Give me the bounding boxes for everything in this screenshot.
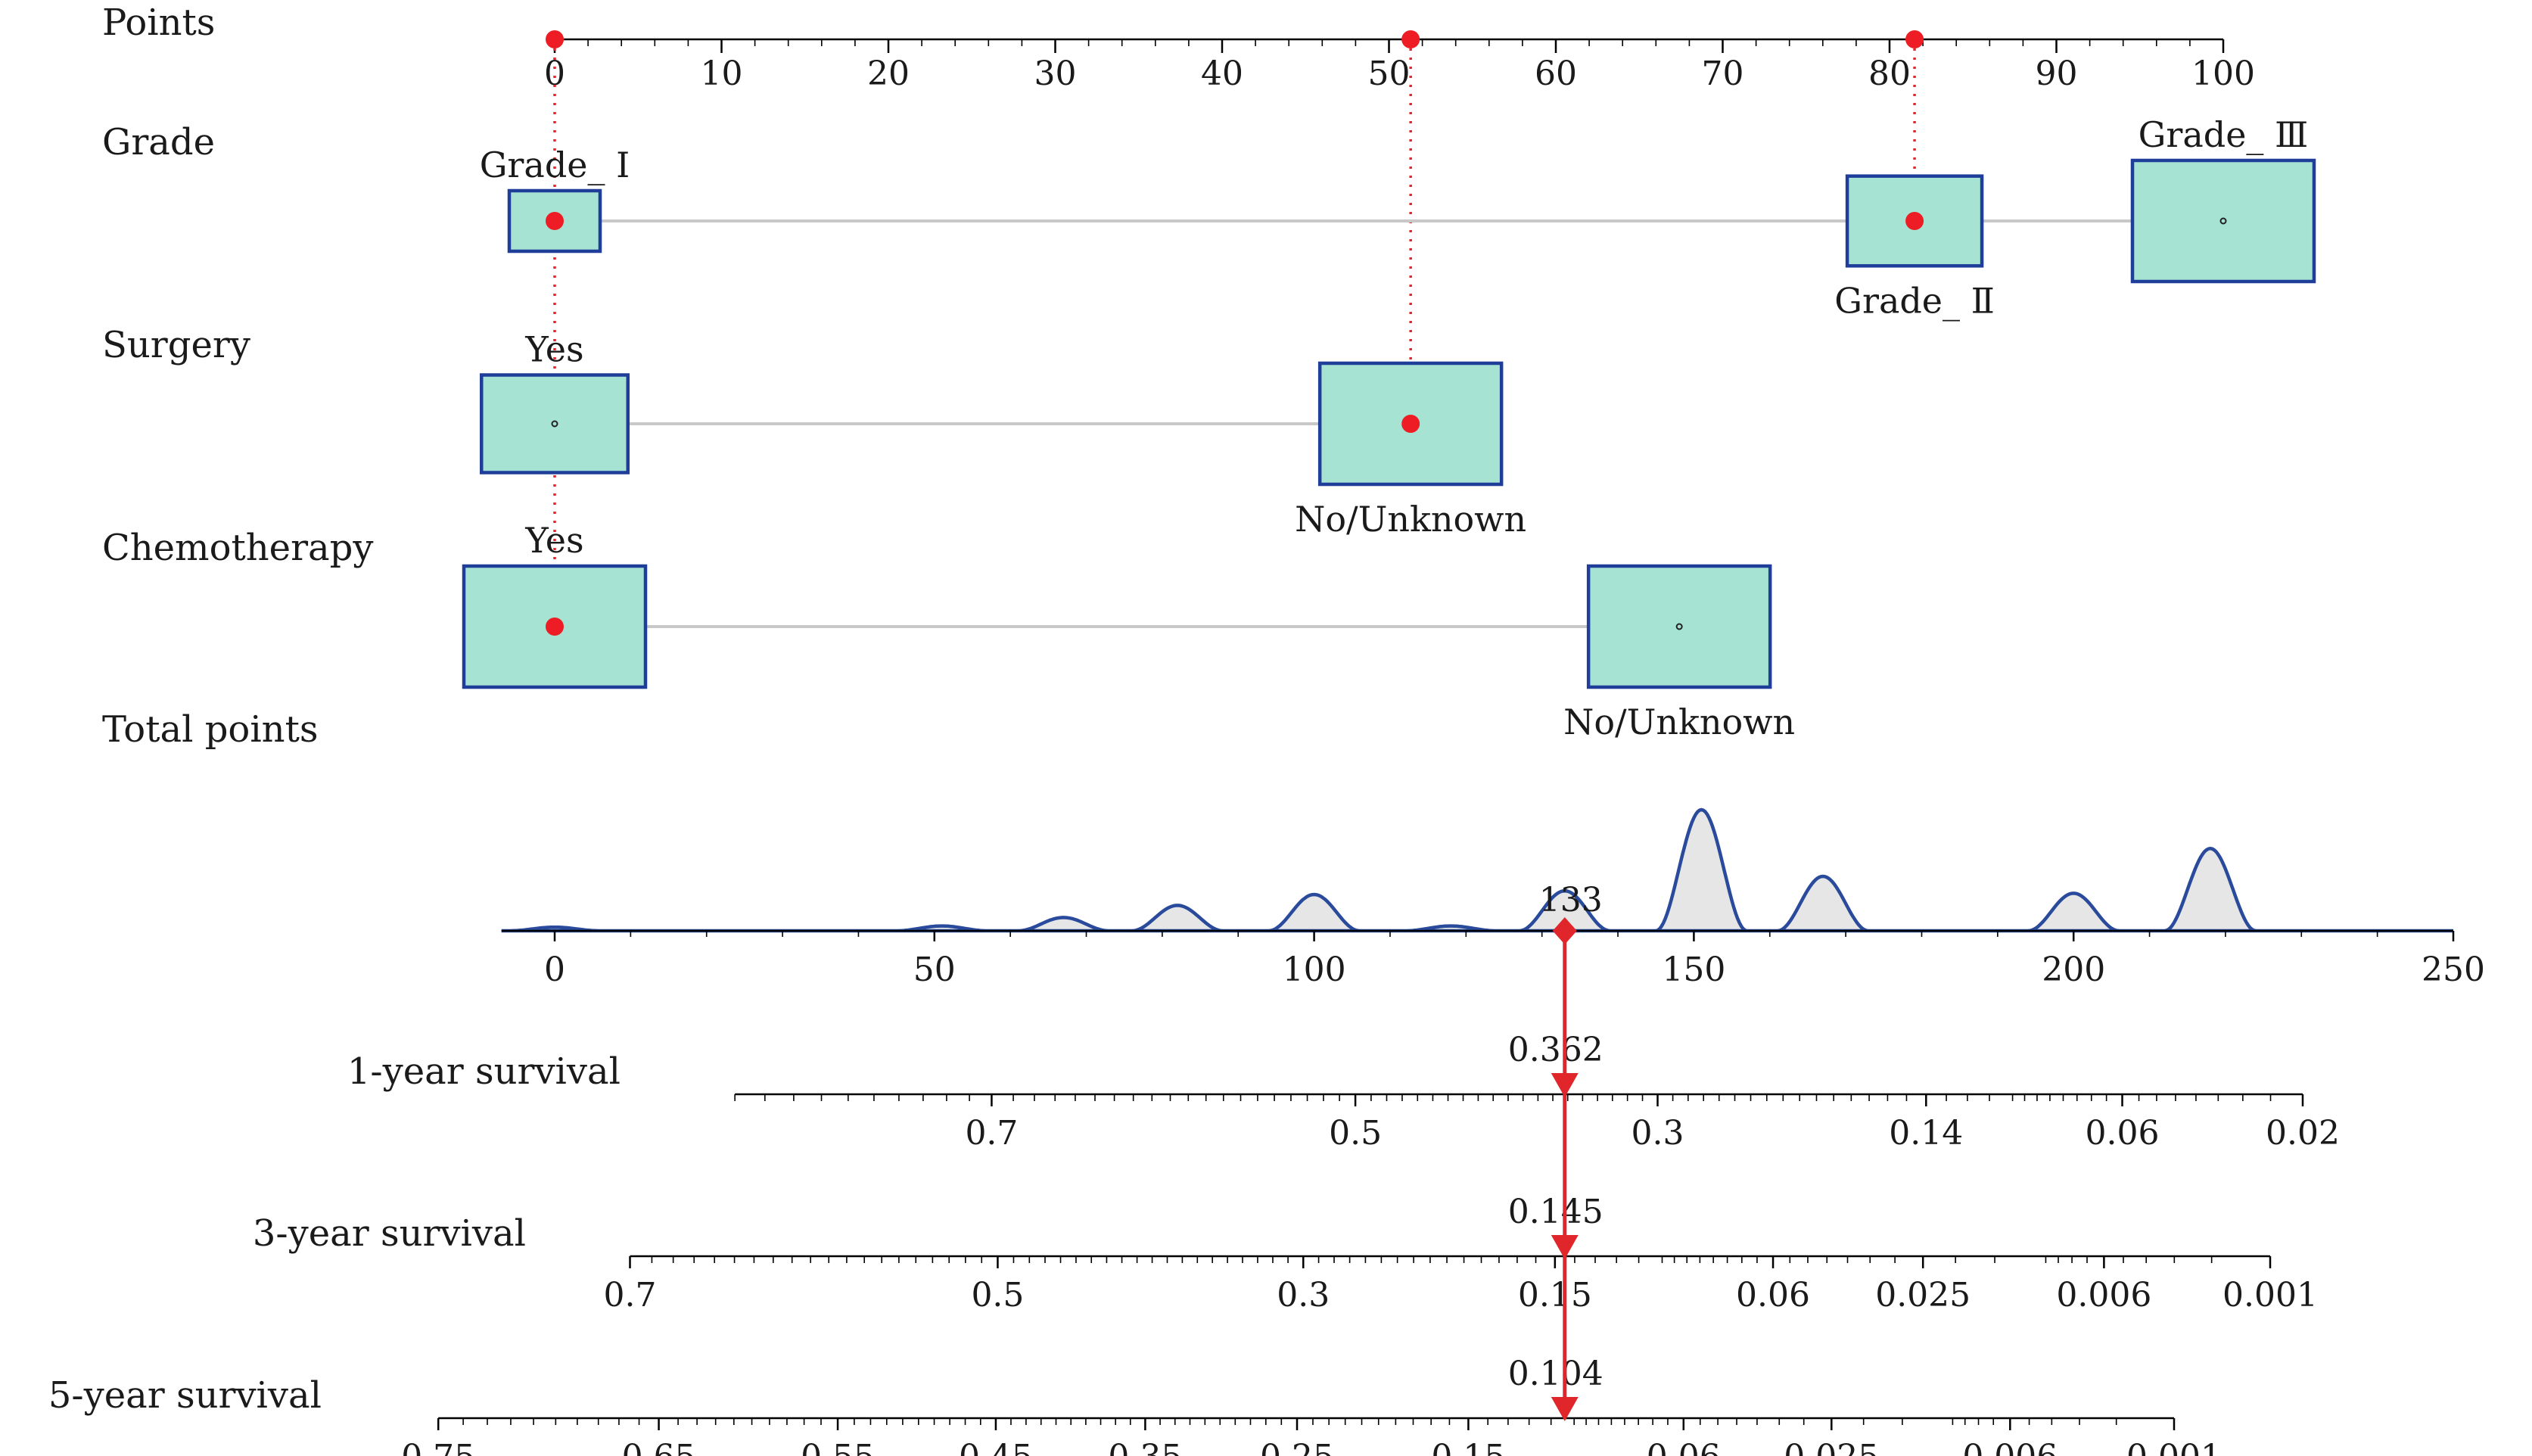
- points-selection-dot: [546, 30, 564, 48]
- points-tick-label: 0: [544, 54, 565, 93]
- survival-value-label: 0.362: [1508, 1031, 1603, 1069]
- points-tick-label: 40: [1201, 54, 1243, 93]
- points-tick-label: 50: [1368, 54, 1411, 93]
- survival-axes: 1-year survival 0.7 0.5 0.3 0.14 0.06 0.02 0.36…: [48, 1031, 2340, 1456]
- variable-label: Chemotherapy: [102, 527, 373, 569]
- survival-tick-label: 0.025: [1875, 1276, 1971, 1314]
- points-axis: Points 0 10 20 30 40 50 60 70 80 90 100: [102, 2, 2255, 93]
- points-selection-dot: [1905, 30, 1924, 48]
- level-label: Grade_ Ⅱ: [1834, 280, 1995, 321]
- selection-dot: [546, 212, 564, 230]
- survival-value-label: 0.145: [1508, 1193, 1603, 1231]
- selection-dot: [546, 618, 564, 636]
- total-tick-label: 250: [2422, 950, 2485, 989]
- center-dot: [2219, 217, 2227, 225]
- points-tick-label: 70: [1702, 54, 1744, 93]
- survival-tick-label: 0.006: [2056, 1276, 2151, 1314]
- points-tick-label: 10: [701, 54, 743, 93]
- survival-tick-label: 0.75: [401, 1438, 475, 1456]
- survival-tick-label: 0.3: [1277, 1276, 1330, 1314]
- variable-rows: Grade Grade_ Ⅰ Grade_ Ⅱ Grade_ Ⅲ Surgery Yes N…: [102, 114, 2316, 742]
- level-box: [1317, 361, 1504, 487]
- selection-dot: [1401, 415, 1420, 433]
- selection-dot: [1905, 212, 1924, 230]
- survival-tick-label: 0.02: [2266, 1114, 2340, 1153]
- points-selection-dot: [1401, 30, 1420, 48]
- total-points-label: Total points: [102, 708, 319, 751]
- survival-tick-label: 0.15: [1431, 1438, 1505, 1456]
- survival-tick-label: 0.06: [1647, 1438, 1721, 1456]
- center-dot: [551, 420, 558, 428]
- survival-scale-3: 5-year survival 0.75 0.65 0.55 0.45 0.35 0.25 0…: [48, 1355, 2222, 1456]
- total-tick-label: 200: [2042, 950, 2105, 989]
- level-box: [480, 373, 630, 474]
- selection-guides: [553, 48, 1916, 627]
- survival-tick-label: 0.55: [801, 1438, 875, 1456]
- points-tick-label: 90: [2036, 54, 2078, 93]
- variable-label: Surgery: [102, 324, 250, 366]
- variable-row-grade: Grade Grade_ Ⅰ Grade_ Ⅱ Grade_ Ⅲ: [102, 114, 2316, 321]
- total-tick-label: 150: [1662, 950, 1725, 989]
- survival-scale-2: 3-year survival 0.7 0.5 0.3 0.15 0.06 0.025 0.0…: [253, 1193, 2318, 1314]
- variable-row-surgery: Surgery Yes No/Unknown: [102, 324, 1526, 540]
- variable-label: Grade: [102, 121, 215, 163]
- points-tick-label: 20: [867, 54, 910, 93]
- survival-label: 5-year survival: [48, 1374, 322, 1417]
- points-tick-label: 30: [1034, 54, 1077, 93]
- readout-line: 133: [1539, 881, 1603, 1411]
- survival-label: 1-year survival: [347, 1050, 621, 1093]
- level-label: Yes: [524, 329, 583, 370]
- level-label: No/Unknown: [1563, 702, 1795, 742]
- survival-tick-label: 0.025: [1784, 1438, 1879, 1456]
- points-tick-label: 60: [1535, 54, 1577, 93]
- level-box: [2130, 158, 2316, 284]
- survival-tick-label: 0.06: [2086, 1114, 2160, 1153]
- survival-tick-label: 0.45: [959, 1438, 1033, 1456]
- points-tick-label: 100: [2191, 54, 2255, 93]
- survival-tick-label: 0.001: [2222, 1276, 2318, 1314]
- total-tick-label: 0: [544, 950, 565, 989]
- level-box: [507, 188, 602, 254]
- level-label: Grade_ Ⅰ: [480, 145, 630, 185]
- survival-tick-label: 0.06: [1736, 1276, 1810, 1314]
- total-points-axis: Total points 0 50 100 150 200 250: [102, 708, 2485, 989]
- survival-tick-label: 0.7: [965, 1114, 1018, 1153]
- survival-tick-label: 0.15: [1518, 1276, 1592, 1314]
- density-curve: [501, 807, 2453, 933]
- level-label: Grade_ Ⅲ: [2139, 114, 2309, 155]
- total-tick-label: 50: [913, 950, 956, 989]
- total-points-value-label: 133: [1539, 881, 1603, 919]
- survival-tick-label: 0.65: [622, 1438, 696, 1456]
- level-label: No/Unknown: [1295, 499, 1526, 540]
- points-label: Points: [102, 2, 215, 44]
- survival-label: 3-year survival: [253, 1212, 526, 1255]
- survival-tick-label: 0.006: [1962, 1438, 2058, 1456]
- survival-value-label: 0.104: [1508, 1355, 1603, 1393]
- survival-tick-label: 0.7: [604, 1276, 657, 1314]
- total-tick-label: 100: [1283, 950, 1346, 989]
- survival-tick-label: 0.35: [1108, 1438, 1182, 1456]
- survival-tick-label: 0.3: [1631, 1114, 1684, 1153]
- level-label: Yes: [524, 520, 583, 561]
- survival-tick-label: 0.14: [1889, 1114, 1963, 1153]
- points-tick-label: 80: [1868, 54, 1911, 93]
- survival-tick-label: 0.25: [1260, 1438, 1334, 1456]
- survival-tick-label: 0.001: [2126, 1438, 2222, 1456]
- survival-scale-1: 1-year survival 0.7 0.5 0.3 0.14 0.06 0.02 0.36…: [347, 1031, 2340, 1153]
- level-box: [1586, 564, 1772, 689]
- survival-tick-label: 0.5: [1329, 1114, 1382, 1153]
- survival-tick-label: 0.5: [971, 1276, 1024, 1314]
- total-points-diamond-marker: [1552, 917, 1577, 944]
- center-dot: [1675, 623, 1683, 630]
- variable-row-chemotherapy: Chemotherapy Yes No/Unknown: [102, 520, 1795, 742]
